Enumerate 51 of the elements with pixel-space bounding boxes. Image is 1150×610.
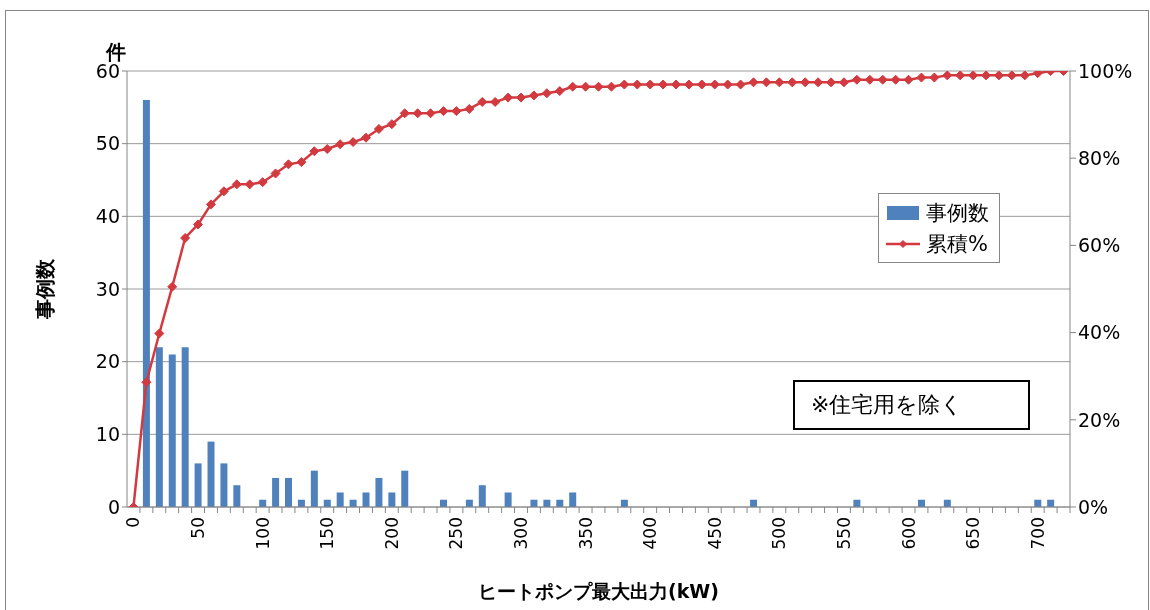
bar [362,492,370,507]
y2-tick-label: 40% [1078,321,1121,344]
bar [478,485,486,507]
x-tick-label: 350 [575,517,596,550]
y2-tick-label: 100% [1078,59,1133,82]
x-tick-label: 600 [898,517,919,550]
y-tick-label: 30 [95,277,120,300]
y-tick-label: 40 [95,205,120,228]
y-tick-label: 10 [95,423,120,446]
y2-tick-label: 20% [1078,408,1121,431]
bar [285,477,293,507]
x-tick-label: 50 [188,517,209,539]
annotation: ※住宅用を除く [811,391,964,419]
y-tick-label: 0 [107,495,120,518]
bar [336,492,344,507]
y2-tick-label: 0% [1078,495,1109,518]
x-tick-label: 0 [123,517,144,528]
y-tick-label: 20 [95,350,120,373]
y2-tick-label: 80% [1078,146,1121,169]
x-tick-label: 550 [833,517,854,550]
bar [388,492,396,507]
x-tick-label: 300 [510,517,531,550]
bar [181,347,189,507]
x-tick-label: 500 [769,517,790,550]
x-axis-title: ヒートポンプ最大出力(kW) [478,580,719,602]
legend-label: 累積% [926,230,988,258]
x-tick-label: 400 [640,517,661,550]
legend-label: 事例数 [926,199,989,227]
bar [194,463,202,507]
y-tick-label: 50 [95,132,120,155]
bar [220,463,228,507]
bar [142,100,150,507]
bar [569,492,577,507]
bar [207,441,215,507]
x-tick-label: 450 [704,517,725,550]
x-tick-label: 100 [252,517,273,550]
bar [375,477,383,507]
x-tick-label: 650 [963,517,984,550]
bar [272,477,280,507]
y2-tick-label: 60% [1078,234,1121,257]
bar [401,470,409,507]
bar [233,485,241,507]
bar [168,354,176,507]
bar [155,347,163,507]
bar [310,470,318,507]
x-tick-label: 150 [317,517,338,550]
x-tick-label: 700 [1027,517,1048,550]
x-tick-label: 250 [446,517,467,550]
bar [504,492,512,507]
y-axis-title: 事例数 [33,258,57,320]
x-tick-label: 200 [381,517,402,550]
